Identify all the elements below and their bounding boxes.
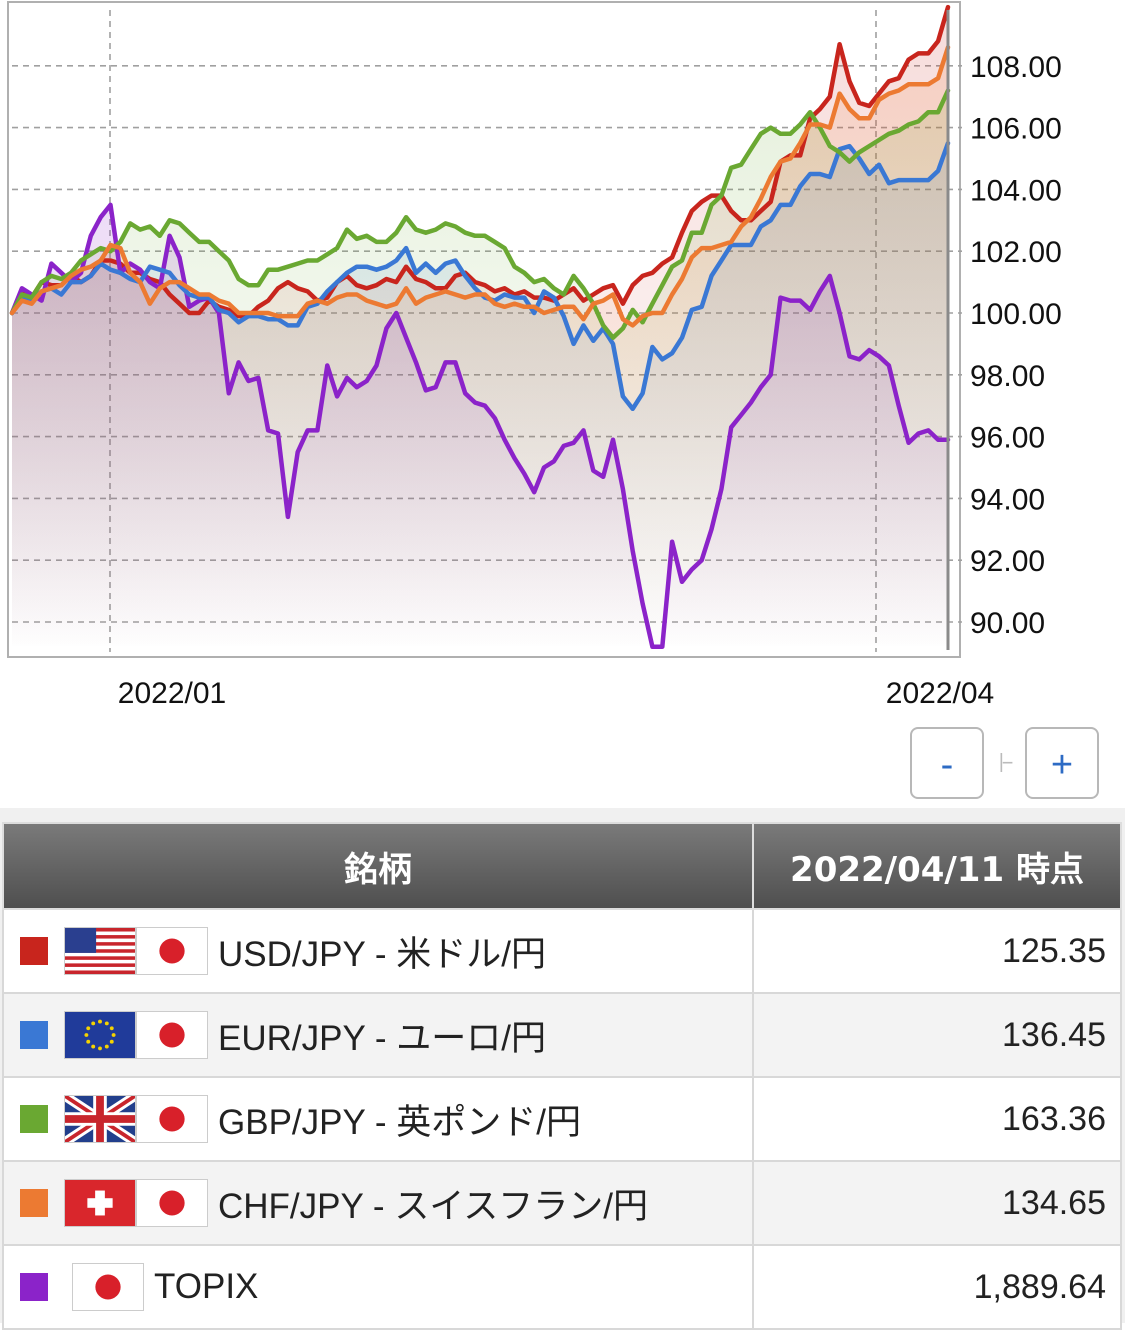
flag-pair <box>64 1011 208 1059</box>
instrument-cell: EUR/JPY - ユーロ/円 <box>2 992 754 1078</box>
flag-jp-icon <box>136 1095 208 1143</box>
x-tick-label: 2022/01 <box>118 677 226 710</box>
line-chart: 90.00 92.00 94.00 96.00 98.00 100.00 102.00 104… <box>7 1 1062 710</box>
table-row[interactable]: CHF/JPY - スイスフラン/円 134.65 <box>2 1160 1122 1246</box>
instrument-label: TOPIX <box>154 1267 259 1306</box>
column-header-name: 銘柄 <box>2 822 754 910</box>
price-value: 136.45 <box>752 992 1122 1078</box>
series-color-swatch <box>20 1021 48 1049</box>
flag-pair <box>64 1095 208 1143</box>
price-value: 163.36 <box>752 1076 1122 1162</box>
series-color-swatch <box>20 1105 48 1133</box>
series-area-topix <box>12 204 948 652</box>
flag-ch-icon <box>64 1179 136 1227</box>
series-color-swatch <box>20 937 48 965</box>
instrument-cell: GBP/JPY - 英ポンド/円 <box>2 1076 754 1162</box>
y-tick-label: 94.00 <box>970 483 1045 516</box>
table-row[interactable]: GBP/JPY - 英ポンド/円 163.36 <box>2 1076 1122 1162</box>
legend-table: 銘柄 2022/04/11 時点 USD/JPY - 米ドル/円 125.35 EU… <box>2 822 1122 1330</box>
price-value: 1,889.64 <box>752 1244 1122 1330</box>
instrument-cell: TOPIX <box>2 1244 754 1330</box>
legend-table-container: 銘柄 2022/04/11 時点 USD/JPY - 米ドル/円 125.35 EU… <box>0 808 1125 1330</box>
flag-jp-icon <box>136 1179 208 1227</box>
flag-jp-icon <box>72 1263 144 1311</box>
instrument-cell: CHF/JPY - スイスフラン/円 <box>2 1160 754 1246</box>
series-line-gbp[interactable] <box>9 88 951 340</box>
series-line-chf[interactable] <box>9 45 951 328</box>
instrument-label: CHF/JPY - スイスフラン/円 <box>218 1186 648 1226</box>
y-tick-label: 96.00 <box>970 422 1045 455</box>
flag-eu-icon <box>64 1011 136 1059</box>
table-row[interactable]: TOPIX 1,889.64 <box>2 1244 1122 1330</box>
series-line-topix[interactable] <box>9 202 951 649</box>
instrument-label: GBP/JPY - 英ポンド/円 <box>218 1102 582 1142</box>
flag-jp-icon <box>136 927 208 975</box>
table-row[interactable]: EUR/JPY - ユーロ/円 136.45 <box>2 992 1122 1078</box>
series-color-swatch <box>20 1273 48 1301</box>
flag-pair <box>64 927 208 975</box>
chart-area: 90.00 92.00 94.00 96.00 98.00 100.00 102.00 104… <box>7 1 1062 710</box>
y-tick-label: 104.00 <box>970 174 1062 207</box>
instrument-label: USD/JPY - 米ドル/円 <box>218 934 547 974</box>
y-tick-label: 106.00 <box>970 113 1062 146</box>
instrument-cell: USD/JPY - 米ドル/円 <box>2 908 754 994</box>
zoom-in-button[interactable]: + <box>1025 727 1099 799</box>
y-tick-label: 98.00 <box>970 360 1045 393</box>
y-tick-label: 90.00 <box>970 607 1045 640</box>
y-tick-label: 102.00 <box>970 236 1062 269</box>
flag-pair <box>72 1263 144 1311</box>
table-row[interactable]: USD/JPY - 米ドル/円 125.35 <box>2 908 1122 994</box>
zoom-out-button[interactable]: - <box>910 727 984 799</box>
column-header-date: 2022/04/11 時点 <box>752 822 1122 910</box>
x-tick-label: 2022/04 <box>886 677 994 710</box>
price-value: 125.35 <box>752 908 1122 994</box>
instrument-label: EUR/JPY - ユーロ/円 <box>218 1018 547 1058</box>
price-value: 134.65 <box>752 1160 1122 1246</box>
zoom-slider-track[interactable]: |-- <box>998 751 1014 773</box>
series-color-swatch <box>20 1189 48 1217</box>
y-tick-label: 100.00 <box>970 298 1062 331</box>
y-tick-label: 108.00 <box>970 51 1062 84</box>
y-tick-label: 92.00 <box>970 545 1045 578</box>
flag-gb-icon <box>64 1095 136 1143</box>
flag-jp-icon <box>136 1011 208 1059</box>
flag-us-icon <box>64 927 136 975</box>
flag-pair <box>64 1179 208 1227</box>
